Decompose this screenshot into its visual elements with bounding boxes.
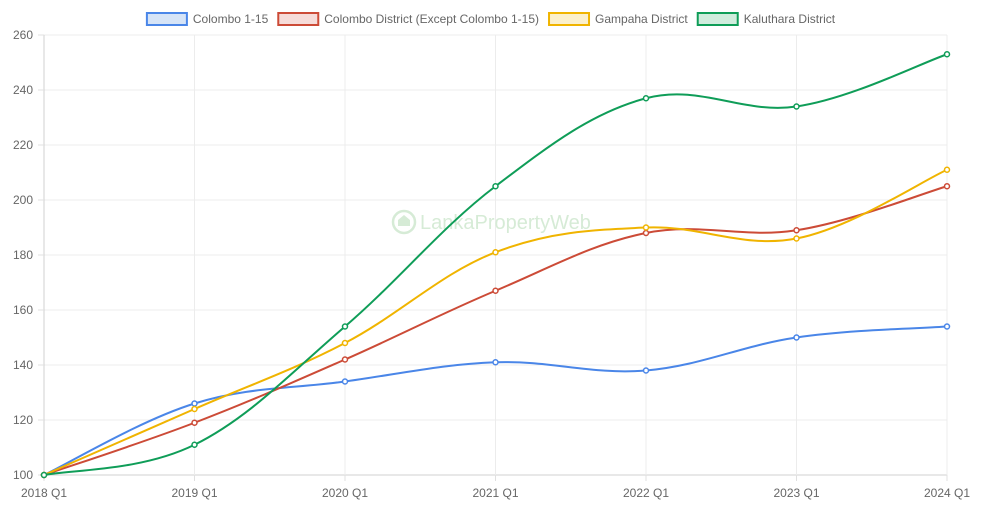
data-point[interactable] bbox=[341, 339, 349, 347]
series-lines bbox=[40, 51, 951, 479]
legend-label: Kaluthara District bbox=[744, 12, 836, 26]
data-point[interactable] bbox=[191, 419, 198, 426]
data-point[interactable] bbox=[642, 367, 650, 374]
series-2 bbox=[40, 166, 951, 479]
watermark-logo-icon bbox=[391, 209, 417, 235]
data-point[interactable] bbox=[943, 51, 951, 58]
axes: 100 120 140 160 180 200 220 240 260 2018 Q1 2019 Q… bbox=[13, 28, 970, 500]
data-point[interactable] bbox=[191, 441, 198, 448]
y-tick-label: 180 bbox=[13, 248, 33, 262]
y-tick-label: 240 bbox=[13, 83, 33, 97]
data-point[interactable] bbox=[642, 224, 650, 231]
data-point[interactable] bbox=[341, 356, 349, 363]
legend-label: Gampaha District bbox=[595, 12, 688, 26]
data-point[interactable] bbox=[191, 405, 198, 413]
legend-item[interactable]: Colombo 1-15 bbox=[145, 12, 269, 26]
x-tick-label: 2023 Q1 bbox=[773, 486, 819, 500]
data-point[interactable] bbox=[793, 334, 800, 341]
data-point[interactable] bbox=[793, 227, 800, 234]
legend-swatch bbox=[696, 12, 739, 26]
y-tick-label: 120 bbox=[13, 413, 33, 427]
data-point[interactable] bbox=[492, 287, 499, 294]
y-tick-label: 260 bbox=[13, 28, 33, 42]
data-point[interactable] bbox=[943, 323, 951, 330]
data-point[interactable] bbox=[642, 229, 650, 237]
legend-swatch bbox=[277, 12, 320, 26]
watermark: LankaPropertyWeb bbox=[391, 209, 591, 235]
x-tick-label: 2022 Q1 bbox=[623, 486, 669, 500]
data-point[interactable] bbox=[943, 183, 951, 190]
legend: Colombo 1-15 Colombo District (Except Col… bbox=[145, 12, 836, 26]
data-point[interactable] bbox=[341, 323, 349, 330]
legend-label: Colombo District (Except Colombo 1-15) bbox=[324, 12, 539, 26]
y-tick-label: 160 bbox=[13, 303, 33, 317]
data-point[interactable] bbox=[191, 400, 198, 407]
legend-item[interactable]: Kaluthara District bbox=[696, 12, 836, 26]
legend-item[interactable]: Gampaha District bbox=[548, 12, 688, 26]
x-tick-label: 2020 Q1 bbox=[322, 486, 368, 500]
legend-label: Colombo 1-15 bbox=[193, 12, 269, 26]
x-tick-label: 2024 Q1 bbox=[924, 486, 970, 500]
watermark-text: LankaPropertyWeb bbox=[420, 212, 591, 234]
data-point[interactable] bbox=[642, 95, 650, 102]
series-3 bbox=[40, 51, 951, 479]
data-point[interactable] bbox=[793, 103, 800, 110]
x-tick-label: 2018 Q1 bbox=[21, 486, 67, 500]
legend-swatch bbox=[145, 12, 188, 26]
legend-swatch bbox=[548, 12, 591, 26]
x-tick-label: 2019 Q1 bbox=[171, 486, 217, 500]
data-point[interactable] bbox=[492, 249, 499, 256]
data-point[interactable] bbox=[492, 359, 499, 366]
y-tick-label: 100 bbox=[13, 468, 33, 482]
data-point[interactable] bbox=[793, 235, 800, 242]
data-point[interactable] bbox=[943, 166, 951, 173]
y-tick-label: 200 bbox=[13, 193, 33, 207]
data-point[interactable] bbox=[40, 471, 48, 479]
watermark-house-icon bbox=[398, 215, 410, 226]
legend-item[interactable]: Colombo District (Except Colombo 1-15) bbox=[277, 12, 539, 26]
y-tick-label: 140 bbox=[13, 358, 33, 372]
data-point[interactable] bbox=[341, 378, 349, 385]
y-tick-label: 220 bbox=[13, 138, 33, 152]
x-tick-label: 2021 Q1 bbox=[472, 486, 518, 500]
data-point[interactable] bbox=[492, 183, 499, 190]
